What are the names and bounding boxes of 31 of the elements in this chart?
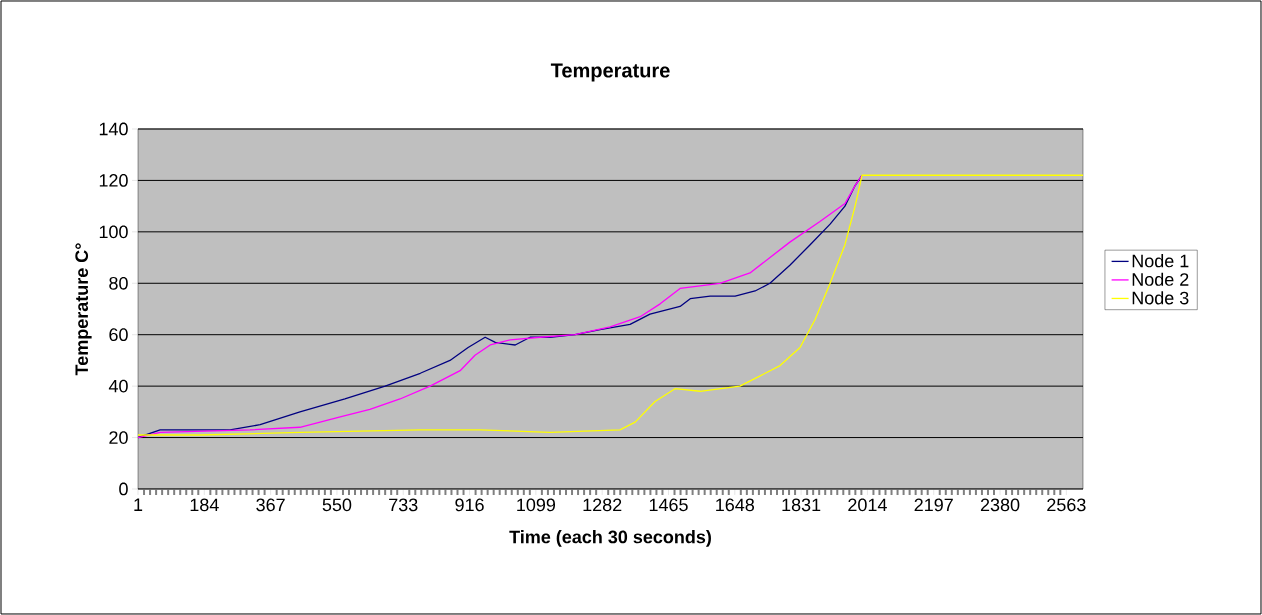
x-tick-label: 1099 <box>517 498 556 512</box>
y-tick-label: 140 <box>99 122 128 136</box>
y-tick-label: 60 <box>109 328 128 342</box>
line-series <box>138 174 863 439</box>
x-tick-label: 1648 <box>716 498 755 512</box>
x-tick-label: 367 <box>256 498 285 512</box>
chart-title: Temperature <box>550 63 670 82</box>
y-tick-label: 40 <box>108 379 128 393</box>
legend-label: Node 3 <box>1132 291 1189 305</box>
y-tick-label: 120 <box>99 174 128 187</box>
y-tick-label: 100 <box>99 225 128 239</box>
x-tick-label: 550 <box>322 498 352 512</box>
x-tick-label: 2563 <box>1047 498 1086 512</box>
x-tick-label: 1 <box>134 498 143 511</box>
legend-label: Node 2 <box>1132 272 1189 286</box>
x-tick-label: 733 <box>389 498 418 512</box>
legend-label: Node 1 <box>1132 254 1189 268</box>
x-tick-label: 2380 <box>980 498 1020 512</box>
y-axis-title: Temperature C° <box>75 243 92 376</box>
x-axis-title: Time (each 30 seconds) <box>509 530 711 547</box>
x-tick-label: 916 <box>455 498 484 512</box>
line-series <box>138 174 1084 436</box>
x-tick-label: 1282 <box>583 498 622 512</box>
x-tick-label: 1465 <box>649 498 688 512</box>
x-tick-label: 184 <box>190 498 219 512</box>
y-tick-label: 0 <box>119 482 128 496</box>
y-tick-label: 80 <box>109 276 128 290</box>
x-tick-label: 1831 <box>782 498 821 512</box>
x-tick-label: 2197 <box>914 498 953 512</box>
x-tick-label: 2014 <box>848 498 887 512</box>
y-tick-label: 20 <box>109 431 128 444</box>
